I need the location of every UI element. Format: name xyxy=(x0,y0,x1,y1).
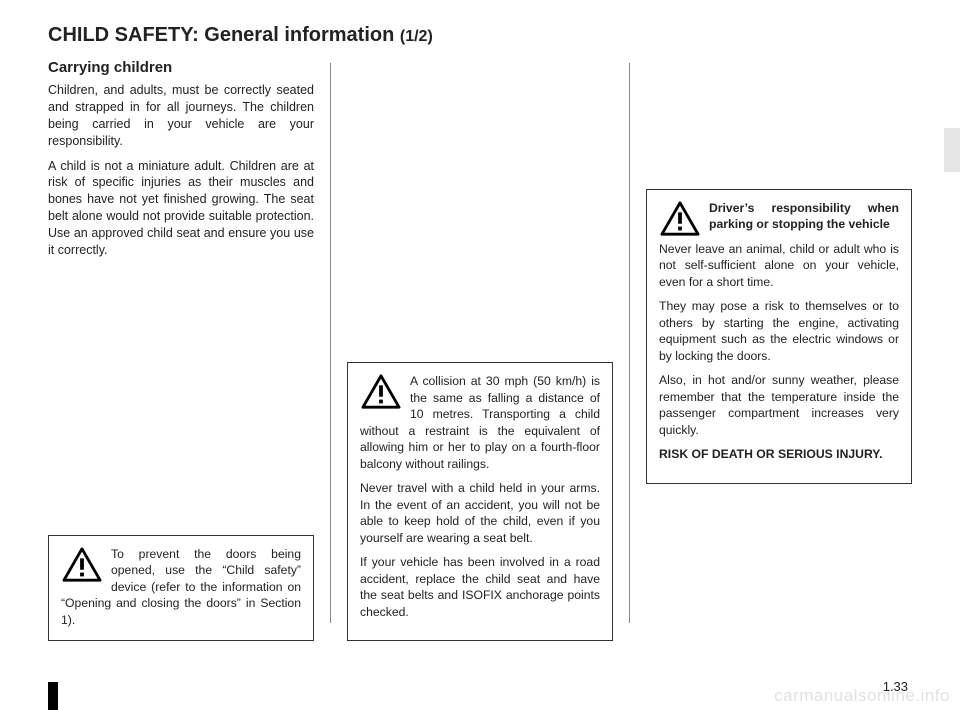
col3-warning-box: Driver’s responsibility when parking or … xyxy=(646,189,912,484)
col2-warn-p3: If your vehicle has been involved in a r… xyxy=(360,554,600,620)
column-separator-1 xyxy=(330,63,331,623)
col2-warning-box: A collision at 30 mph (50 km/h) is the s… xyxy=(347,362,613,641)
title-sub: (1/2) xyxy=(400,28,433,45)
col2-warn-p2: Never travel with a child held in your a… xyxy=(360,480,600,546)
col1-warning-box: To prevent the doors being opened, use t… xyxy=(48,535,314,641)
title-main: CHILD SAFETY: General information xyxy=(48,24,400,46)
col3-p2: They may pose a risk to themselves or to… xyxy=(659,298,899,364)
col1-p1: Children, and adults, must be correctly … xyxy=(48,82,314,150)
warning-triangle-icon xyxy=(659,200,701,238)
watermark: carmanualsonline.info xyxy=(774,686,950,706)
column-separator-2 xyxy=(629,63,630,623)
column-3: Driver’s responsibility when parking or … xyxy=(646,59,912,679)
col3-p3: Also, in hot and/or sunny weather, pleas… xyxy=(659,372,899,438)
warning-triangle-icon xyxy=(61,546,103,584)
col1-subhead: Carrying children xyxy=(48,59,314,76)
col1-p2: A child is not a miniature adult. Childr… xyxy=(48,158,314,259)
manual-page: CHILD SAFETY: General information (1/2) … xyxy=(0,0,960,710)
column-2: A collision at 30 mph (50 km/h) is the s… xyxy=(347,59,613,679)
content-columns: Carrying children Children, and adults, … xyxy=(48,59,912,679)
column-1: Carrying children Children, and adults, … xyxy=(48,59,314,679)
col3-lead: Driver’s responsibility when parking or … xyxy=(709,201,899,231)
warning-triangle-icon xyxy=(360,373,402,411)
col3-p4: RISK OF DEATH OR SERIOUS INJURY. xyxy=(659,446,899,462)
print-mark xyxy=(48,682,58,710)
page-title: CHILD SAFETY: General information (1/2) xyxy=(48,24,912,47)
col3-p1: Never leave an animal, child or adult wh… xyxy=(659,241,899,290)
side-tab xyxy=(944,128,960,172)
